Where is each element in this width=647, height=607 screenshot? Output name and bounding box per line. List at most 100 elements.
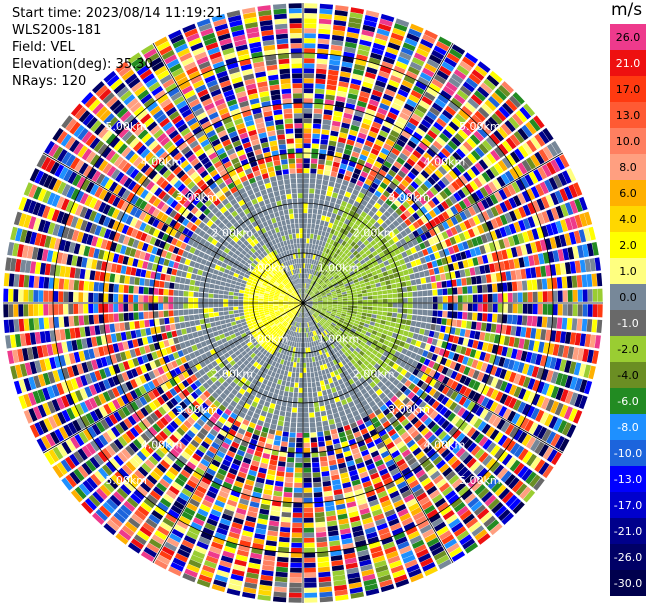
velocity-gate	[249, 438, 258, 446]
velocity-gate	[381, 369, 388, 377]
velocity-gate	[413, 108, 425, 118]
velocity-gate	[341, 311, 347, 315]
velocity-gate	[222, 481, 233, 490]
velocity-gate	[385, 116, 396, 125]
velocity-gate	[475, 189, 485, 200]
velocity-gate	[226, 356, 233, 363]
velocity-gate	[87, 426, 97, 439]
velocity-gate	[437, 445, 448, 455]
velocity-gate	[477, 312, 483, 321]
velocity-gate	[264, 323, 270, 328]
velocity-gate	[317, 261, 321, 267]
velocity-gate	[508, 497, 522, 511]
velocity-gate	[410, 260, 417, 267]
velocity-gate	[574, 332, 582, 346]
velocity-gate	[345, 314, 351, 319]
velocity-gate	[183, 397, 192, 407]
velocity-gate	[167, 509, 180, 519]
velocity-gate	[212, 424, 221, 433]
velocity-gate	[327, 282, 333, 287]
velocity-gate	[584, 258, 591, 272]
velocity-gate	[103, 523, 117, 536]
velocity-gate	[242, 344, 249, 350]
velocity-gate	[356, 290, 362, 295]
velocity-gate	[392, 125, 403, 134]
velocity-gate	[119, 420, 129, 432]
velocity-gate	[353, 431, 362, 438]
velocity-gate	[141, 462, 152, 474]
velocity-gate	[296, 322, 299, 328]
velocity-gate	[127, 517, 141, 529]
velocity-gate	[545, 223, 554, 236]
velocity-gate	[116, 373, 125, 384]
velocity-gate	[401, 449, 411, 458]
velocity-gate	[421, 137, 432, 148]
velocity-gate	[362, 306, 368, 310]
velocity-gate	[523, 103, 536, 117]
velocity-gate	[360, 86, 372, 94]
velocity-gate	[329, 201, 335, 208]
velocity-gate	[180, 356, 187, 364]
velocity-gate	[480, 511, 493, 524]
velocity-gate	[508, 210, 518, 222]
velocity-gate	[402, 308, 408, 314]
velocity-gate	[379, 532, 392, 541]
velocity-gate	[290, 552, 302, 558]
velocity-gate	[363, 232, 370, 240]
velocity-gate	[349, 371, 356, 379]
velocity-gate	[336, 338, 342, 344]
velocity-gate	[348, 280, 354, 285]
velocity-gate	[200, 458, 210, 467]
velocity-gate	[352, 68, 365, 76]
velocity-gate	[396, 313, 403, 319]
velocity-gate	[501, 81, 514, 94]
velocity-gate	[387, 298, 393, 303]
velocity-gate	[397, 308, 403, 313]
velocity-gate	[545, 194, 555, 207]
velocity-gate	[375, 210, 383, 218]
velocity-gate	[520, 268, 527, 280]
velocity-gate	[496, 467, 508, 480]
velocity-gate	[487, 283, 493, 293]
velocity-gate	[530, 456, 542, 470]
velocity-gate	[279, 331, 284, 337]
velocity-gate	[355, 253, 361, 259]
velocity-gate	[562, 290, 568, 302]
velocity-gate	[272, 414, 279, 420]
velocity-gate	[527, 202, 536, 215]
velocity-gate	[347, 323, 353, 328]
velocity-gate	[356, 54, 368, 62]
velocity-gate	[400, 221, 408, 230]
velocity-gate	[316, 309, 321, 312]
velocity-gate	[555, 372, 564, 386]
velocity-gate	[337, 344, 343, 350]
velocity-gate	[311, 351, 315, 357]
velocity-gate	[270, 349, 276, 355]
velocity-gate	[111, 387, 120, 398]
velocity-gate	[398, 152, 408, 161]
velocity-gate	[348, 182, 356, 189]
velocity-gate	[583, 211, 593, 226]
velocity-gate	[160, 459, 171, 470]
velocity-gate	[447, 288, 453, 295]
velocity-gate	[320, 410, 327, 417]
velocity-gate	[332, 24, 346, 32]
velocity-gate	[564, 331, 572, 345]
velocity-gate	[351, 335, 358, 341]
velocity-gate	[371, 194, 379, 202]
velocity-gate	[268, 464, 277, 471]
velocity-gate	[337, 389, 344, 396]
velocity-gate	[303, 402, 309, 408]
velocity-gate	[165, 371, 173, 380]
velocity-gate	[469, 248, 477, 257]
velocity-gate	[403, 235, 411, 243]
velocity-gate	[597, 288, 603, 302]
velocity-gate	[267, 319, 273, 323]
velocity-gate	[315, 324, 320, 329]
velocity-gate	[324, 242, 330, 249]
velocity-gate	[203, 454, 213, 463]
velocity-gate	[376, 156, 385, 165]
velocity-gate	[412, 252, 420, 260]
velocity-gate	[281, 364, 286, 371]
velocity-gate	[264, 331, 270, 337]
